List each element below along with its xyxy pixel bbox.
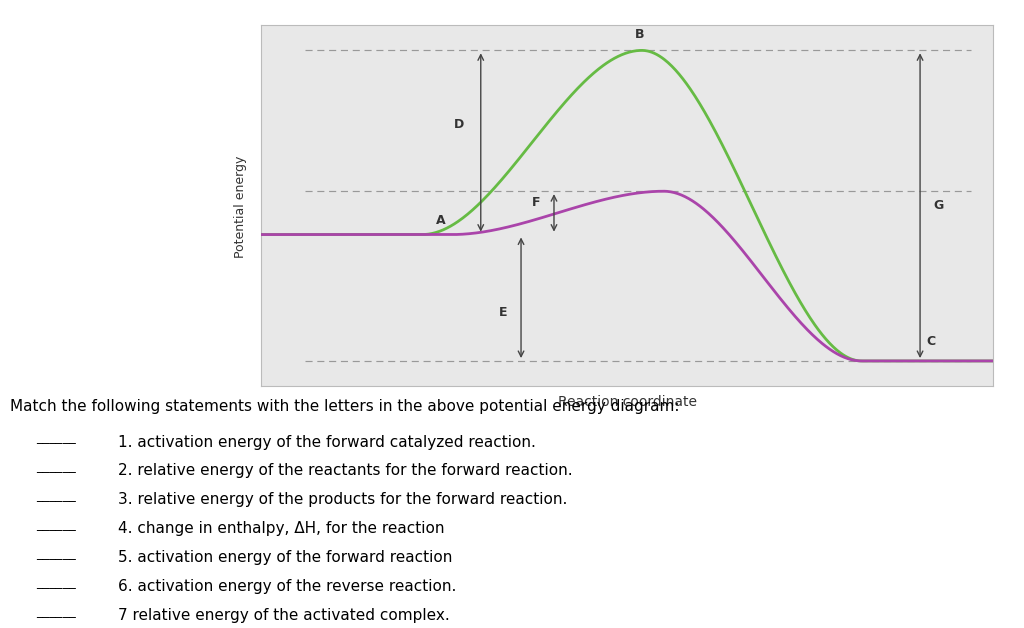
Text: Potential energy: Potential energy [234, 156, 247, 259]
Text: Match the following statements with the letters in the above potential energy di: Match the following statements with the … [10, 399, 680, 414]
Text: ______: ______ [36, 431, 76, 445]
Text: B: B [635, 28, 644, 41]
Text: 6. activation energy of the reverse reaction.: 6. activation energy of the reverse reac… [118, 579, 456, 594]
Text: 3. relative energy of the products for the forward reaction.: 3. relative energy of the products for t… [118, 492, 567, 507]
Text: 2. relative energy of the reactants for the forward reaction.: 2. relative energy of the reactants for … [118, 463, 572, 479]
Text: ______: ______ [36, 576, 76, 589]
Text: 1. activation energy of the forward catalyzed reaction.: 1. activation energy of the forward cata… [118, 435, 536, 450]
X-axis label: Reaction coordinate: Reaction coordinate [558, 394, 696, 409]
Text: ______: ______ [36, 460, 76, 474]
Text: D: D [454, 118, 464, 131]
Text: ______: ______ [36, 489, 76, 502]
Text: F: F [531, 195, 540, 208]
Text: ______: ______ [36, 547, 76, 560]
Text: ______: ______ [36, 518, 76, 531]
Text: C: C [927, 335, 936, 347]
Text: 7 relative energy of the activated complex.: 7 relative energy of the activated compl… [118, 608, 450, 623]
Text: G: G [933, 199, 943, 212]
Text: 4. change in enthalpy, ΔH, for the reaction: 4. change in enthalpy, ΔH, for the react… [118, 521, 444, 536]
Text: A: A [435, 214, 445, 227]
Text: E: E [499, 306, 507, 318]
Text: 5. activation energy of the forward reaction: 5. activation energy of the forward reac… [118, 550, 453, 565]
Text: ______: ______ [36, 605, 76, 618]
